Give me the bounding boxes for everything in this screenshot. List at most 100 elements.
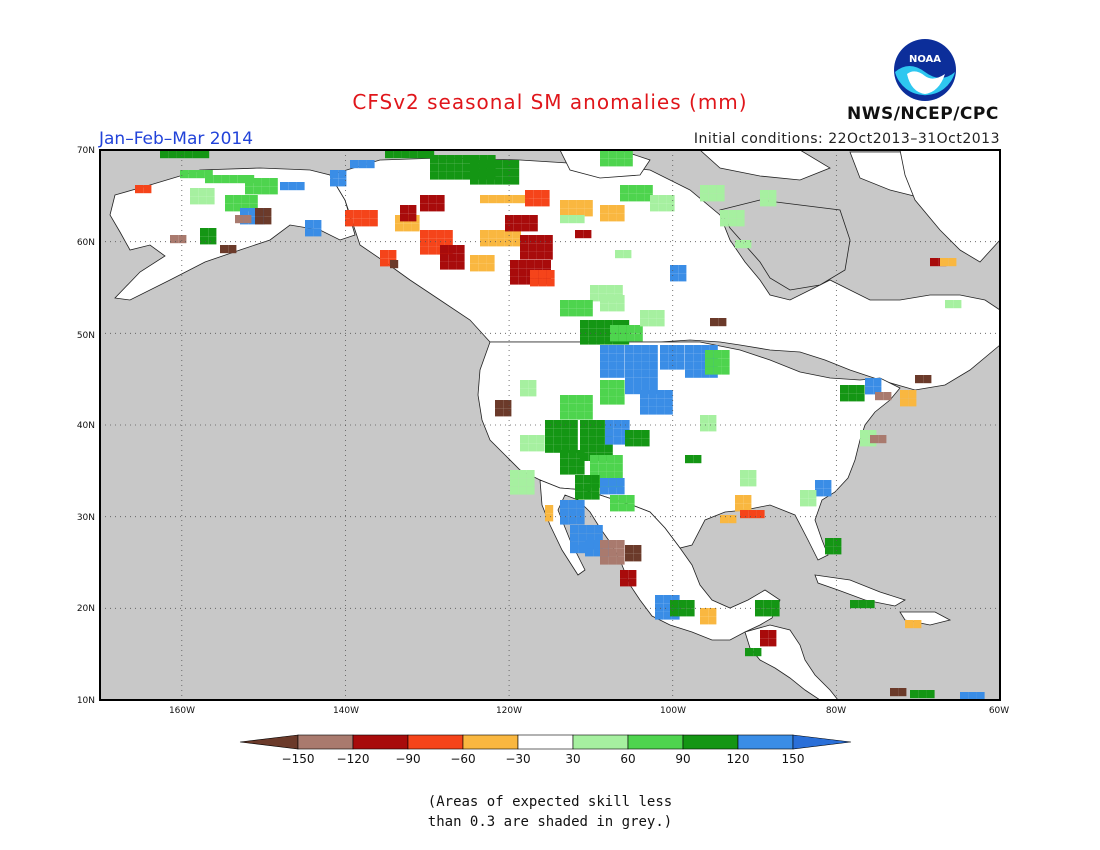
anomaly-cell bbox=[568, 200, 577, 209]
anomaly-cell bbox=[534, 260, 543, 269]
anomaly-cell bbox=[628, 185, 637, 194]
anomaly-cell bbox=[612, 320, 621, 329]
anomaly-cell bbox=[641, 361, 650, 370]
anomaly-cell bbox=[913, 620, 922, 629]
anomaly-cell bbox=[745, 648, 754, 657]
anomaly-cell bbox=[241, 203, 250, 212]
anomaly-cell bbox=[240, 208, 249, 217]
anomaly-cell bbox=[345, 218, 354, 227]
anomaly-cell bbox=[588, 420, 597, 429]
anomaly-cell bbox=[190, 188, 199, 197]
anomaly-cell bbox=[685, 345, 694, 354]
anomaly-cell bbox=[584, 411, 593, 420]
anomaly-cell bbox=[608, 478, 617, 487]
anomaly-cell bbox=[735, 495, 744, 504]
anomaly-cell bbox=[235, 215, 244, 224]
anomaly-cell bbox=[705, 358, 714, 367]
anomaly-cell bbox=[660, 345, 669, 354]
anomaly-cell bbox=[542, 260, 551, 269]
anomaly-cell bbox=[221, 175, 230, 184]
anomaly-cell bbox=[848, 393, 857, 402]
anomaly-cell bbox=[625, 553, 634, 562]
anomaly-cell bbox=[395, 223, 404, 232]
anomaly-cell bbox=[735, 240, 744, 249]
anomaly-cell bbox=[640, 398, 649, 407]
anomaly-cell bbox=[525, 190, 534, 199]
anomaly-cell bbox=[616, 486, 625, 495]
anomaly-cell bbox=[976, 692, 985, 701]
anomaly-cell bbox=[649, 353, 658, 362]
anomaly-cell bbox=[614, 455, 623, 464]
anomaly-cell bbox=[388, 250, 397, 259]
anomaly-cell bbox=[605, 420, 614, 429]
anomaly-cell bbox=[610, 495, 619, 504]
anomaly-cell bbox=[526, 470, 535, 479]
anomaly-cell bbox=[628, 570, 637, 579]
anomaly-cell bbox=[625, 369, 634, 378]
anomaly-cell bbox=[408, 205, 417, 214]
anomaly-cell bbox=[610, 503, 619, 512]
anomaly-cell bbox=[444, 230, 453, 239]
anomaly-cell bbox=[618, 325, 627, 334]
anomaly-cell bbox=[618, 503, 627, 512]
colorbar: −150 −120 −90 −60 −30 30 60 90 120 150 bbox=[239, 734, 852, 766]
anomaly-cell bbox=[720, 218, 729, 227]
anomaly-cell bbox=[598, 455, 607, 464]
anomaly-cell bbox=[616, 369, 625, 378]
anomaly-cell bbox=[628, 193, 637, 202]
anomaly-cell bbox=[856, 385, 865, 394]
anomaly-cell bbox=[233, 195, 242, 204]
anomaly-cell bbox=[641, 353, 650, 362]
anomaly-cell bbox=[760, 198, 769, 207]
anomaly-cell bbox=[478, 263, 487, 272]
anomaly-cell bbox=[201, 150, 210, 159]
anomaly-cell bbox=[626, 325, 635, 334]
anomaly-cell bbox=[743, 240, 752, 249]
anomaly-cell bbox=[600, 396, 609, 405]
anomaly-cell bbox=[608, 380, 617, 389]
anomaly-cell bbox=[616, 556, 625, 565]
lon-label: 160W bbox=[169, 706, 195, 716]
anomaly-cell bbox=[649, 377, 658, 386]
anomaly-cell bbox=[685, 353, 694, 362]
anomaly-cell bbox=[626, 333, 635, 342]
anomaly-cell bbox=[606, 285, 615, 294]
anomaly-cell bbox=[648, 398, 657, 407]
anomaly-cell bbox=[569, 420, 578, 429]
anomaly-cell bbox=[636, 185, 645, 194]
colorbar-label: 120 bbox=[727, 752, 750, 766]
anomaly-cell bbox=[860, 438, 869, 447]
anomaly-cell bbox=[708, 185, 717, 194]
anomaly-cell bbox=[448, 261, 457, 270]
anomaly-cell bbox=[528, 443, 537, 452]
anomaly-cell bbox=[428, 195, 437, 204]
colorbar-label: −30 bbox=[505, 752, 530, 766]
anomaly-cell bbox=[353, 218, 362, 227]
anomaly-cell bbox=[600, 548, 609, 557]
anomaly-cell bbox=[580, 336, 589, 345]
anomaly-cell bbox=[428, 203, 437, 212]
lat-label: 70N bbox=[77, 146, 95, 156]
anomaly-cell bbox=[504, 195, 513, 204]
anomaly-cell bbox=[385, 150, 394, 159]
anomaly-cell bbox=[636, 193, 645, 202]
anomaly-cell bbox=[546, 278, 555, 287]
anomaly-cell bbox=[560, 395, 569, 404]
colorbar-left-arrow bbox=[239, 734, 299, 750]
noaa-logo-text: NOAA bbox=[909, 54, 941, 65]
anomaly-cell bbox=[600, 345, 609, 354]
anomaly-cell bbox=[848, 385, 857, 394]
anomaly-cell bbox=[800, 490, 809, 499]
anomaly-cell bbox=[208, 236, 217, 245]
anomaly-cell bbox=[621, 420, 630, 429]
anomaly-cell bbox=[596, 328, 605, 337]
anomaly-cell bbox=[584, 308, 593, 317]
anomaly-cell bbox=[560, 516, 569, 525]
anomaly-cell bbox=[626, 503, 635, 512]
anomaly-cell bbox=[470, 255, 479, 264]
anomaly-cell bbox=[633, 345, 642, 354]
anomaly-cell bbox=[192, 150, 201, 159]
anomaly-cell bbox=[840, 393, 849, 402]
anomaly-cell bbox=[748, 478, 757, 487]
anomaly-cell bbox=[608, 205, 617, 214]
